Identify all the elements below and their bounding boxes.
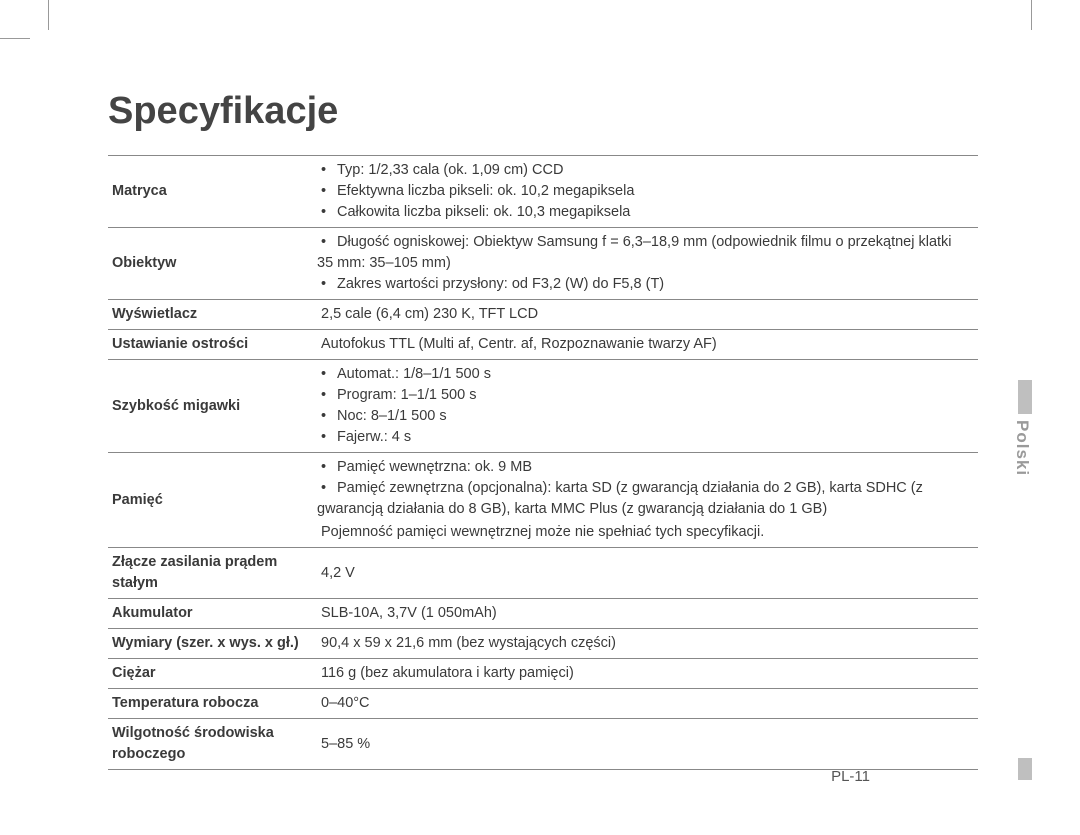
spec-label: Temperatura robocza xyxy=(108,689,313,719)
spec-label: Matryca xyxy=(108,156,313,228)
spec-list: Pamięć wewnętrzna: ok. 9 MBPamięć zewnęt… xyxy=(317,457,970,520)
spec-text: Autofokus TTL (Multi af, Centr. af, Rozp… xyxy=(317,334,970,355)
table-row: Temperatura robocza0–40°C xyxy=(108,689,978,719)
language-label: Polski xyxy=(1012,420,1032,476)
spec-list: Automat.: 1/8–1/1 500 sProgram: 1–1/1 50… xyxy=(317,364,970,448)
spec-note: Pojemność pamięci wewnętrznej może nie s… xyxy=(317,522,970,543)
spec-text: 90,4 x 59 x 21,6 mm (bez wystających czę… xyxy=(317,633,970,654)
spec-text: 2,5 cale (6,4 cm) 230 K, TFT LCD xyxy=(317,304,970,325)
spec-text: 5–85 % xyxy=(317,734,970,755)
crop-mark xyxy=(48,0,49,30)
spec-label: Złącze zasilania prądem stałym xyxy=(108,548,313,599)
spec-text: 0–40°C xyxy=(317,693,970,714)
table-row: Ustawianie ostrościAutofokus TTL (Multi … xyxy=(108,330,978,360)
table-row: Wymiary (szer. x wys. x gł.)90,4 x 59 x … xyxy=(108,629,978,659)
table-row: Wilgotność środowiska roboczego5–85 % xyxy=(108,719,978,770)
spec-text: SLB-10A, 3,7V (1 050mAh) xyxy=(317,603,970,624)
spec-value: Automat.: 1/8–1/1 500 sProgram: 1–1/1 50… xyxy=(313,360,978,453)
spec-list-item: Program: 1–1/1 500 s xyxy=(317,385,970,406)
spec-list-item: Fajerw.: 4 s xyxy=(317,427,970,448)
spec-value: Długość ogniskowej: Obiektyw Samsung f =… xyxy=(313,228,978,300)
table-row: Złącze zasilania prądem stałym4,2 V xyxy=(108,548,978,599)
spec-value: 0–40°C xyxy=(313,689,978,719)
spec-label: Ciężar xyxy=(108,659,313,689)
table-row: Szybkość migawkiAutomat.: 1/8–1/1 500 sP… xyxy=(108,360,978,453)
spec-list: Długość ogniskowej: Obiektyw Samsung f =… xyxy=(317,232,970,295)
page: Specyfikacje MatrycaTyp: 1/2,33 cala (ok… xyxy=(0,0,1080,835)
spec-text: 116 g (bez akumulatora i karty pamięci) xyxy=(317,663,970,684)
spec-value: Autofokus TTL (Multi af, Centr. af, Rozp… xyxy=(313,330,978,360)
crop-mark xyxy=(0,38,30,39)
page-number: PL-11 xyxy=(831,768,870,785)
spec-list-item: Noc: 8–1/1 500 s xyxy=(317,406,970,427)
table-row: MatrycaTyp: 1/2,33 cala (ok. 1,09 cm) CC… xyxy=(108,156,978,228)
spec-label: Szybkość migawki xyxy=(108,360,313,453)
spec-label: Akumulator xyxy=(108,599,313,629)
spec-label: Wyświetlacz xyxy=(108,300,313,330)
spec-list-item: Całkowita liczba pikseli: ok. 10,3 megap… xyxy=(317,202,970,223)
table-row: Wyświetlacz2,5 cale (6,4 cm) 230 K, TFT … xyxy=(108,300,978,330)
language-tab: Polski xyxy=(1018,380,1032,520)
table-row: PamięćPamięć wewnętrzna: ok. 9 MBPamięć … xyxy=(108,453,978,548)
table-row: ObiektywDługość ogniskowej: Obiektyw Sam… xyxy=(108,228,978,300)
spec-list-item: Efektywna liczba pikseli: ok. 10,2 megap… xyxy=(317,181,970,202)
spec-value: SLB-10A, 3,7V (1 050mAh) xyxy=(313,599,978,629)
spec-label: Pamięć xyxy=(108,453,313,548)
spec-list-item: Zakres wartości przysłony: od F3,2 (W) d… xyxy=(317,274,970,295)
spec-list: Typ: 1/2,33 cala (ok. 1,09 cm) CCDEfekty… xyxy=(317,160,970,223)
page-title: Specyfikacje xyxy=(108,90,1010,133)
table-row: Ciężar116 g (bez akumulatora i karty pam… xyxy=(108,659,978,689)
spec-value: 4,2 V xyxy=(313,548,978,599)
spec-list-item: Pamięć zewnętrzna (opcjonalna): karta SD… xyxy=(317,478,970,520)
spec-list-item: Automat.: 1/8–1/1 500 s xyxy=(317,364,970,385)
spec-text: 4,2 V xyxy=(317,563,970,584)
spec-list-item: Długość ogniskowej: Obiektyw Samsung f =… xyxy=(317,232,970,274)
spec-value: 5–85 % xyxy=(313,719,978,770)
spec-label: Obiektyw xyxy=(108,228,313,300)
spec-table: MatrycaTyp: 1/2,33 cala (ok. 1,09 cm) CC… xyxy=(108,155,978,770)
table-row: AkumulatorSLB-10A, 3,7V (1 050mAh) xyxy=(108,599,978,629)
tab-marker-top xyxy=(1018,380,1032,414)
spec-value: 116 g (bez akumulatora i karty pamięci) xyxy=(313,659,978,689)
spec-label: Wymiary (szer. x wys. x gł.) xyxy=(108,629,313,659)
spec-label: Ustawianie ostrości xyxy=(108,330,313,360)
spec-value: 2,5 cale (6,4 cm) 230 K, TFT LCD xyxy=(313,300,978,330)
spec-value: Pamięć wewnętrzna: ok. 9 MBPamięć zewnęt… xyxy=(313,453,978,548)
spec-value: 90,4 x 59 x 21,6 mm (bez wystających czę… xyxy=(313,629,978,659)
spec-list-item: Pamięć wewnętrzna: ok. 9 MB xyxy=(317,457,970,478)
spec-value: Typ: 1/2,33 cala (ok. 1,09 cm) CCDEfekty… xyxy=(313,156,978,228)
crop-mark xyxy=(1031,0,1032,30)
spec-list-item: Typ: 1/2,33 cala (ok. 1,09 cm) CCD xyxy=(317,160,970,181)
spec-label: Wilgotność środowiska roboczego xyxy=(108,719,313,770)
tab-marker-bottom xyxy=(1018,758,1032,780)
